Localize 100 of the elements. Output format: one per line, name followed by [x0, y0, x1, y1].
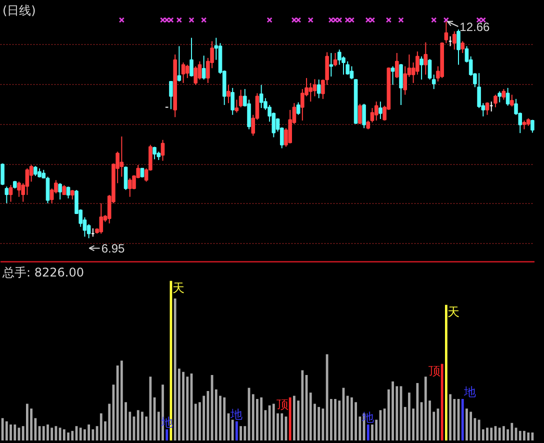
bar	[440, 364, 444, 440]
bar	[214, 389, 218, 440]
candlestick	[46, 176, 50, 204]
candlestick	[169, 80, 173, 110]
candlestick	[312, 78, 317, 97]
bar	[392, 381, 394, 440]
bar	[338, 400, 341, 440]
bar	[120, 360, 123, 440]
bar	[88, 424, 90, 440]
bar	[272, 404, 275, 440]
candlestick	[424, 42, 428, 76]
candlestick	[186, 64, 190, 79]
bar	[366, 424, 370, 440]
candlestick	[62, 184, 66, 196]
candlestick	[99, 202, 104, 234]
bar	[309, 392, 312, 440]
bar	[50, 428, 54, 440]
bar	[62, 429, 66, 440]
candlestick	[460, 40, 465, 54]
candlestick	[86, 224, 91, 239]
bar	[288, 397, 292, 440]
candlestick	[152, 146, 156, 160]
candlestick	[230, 87, 234, 116]
bar	[136, 410, 140, 440]
candlestick	[140, 168, 144, 178]
bar	[182, 372, 184, 440]
candlestick	[198, 60, 202, 80]
bar	[10, 424, 12, 440]
candlestick	[510, 94, 514, 108]
bar	[518, 430, 522, 440]
candlestick	[160, 139, 165, 162]
bar	[527, 432, 530, 440]
candlestick	[346, 60, 350, 76]
bar	[166, 429, 168, 440]
bar	[67, 432, 70, 440]
candlestick	[70, 190, 74, 200]
bar	[108, 404, 111, 440]
bar	[470, 412, 472, 440]
bar	[466, 408, 468, 440]
bar	[46, 424, 49, 440]
bar	[375, 420, 378, 440]
bar	[416, 383, 419, 440]
bar	[42, 426, 45, 440]
candlestick	[350, 66, 354, 80]
chart-title: 总手: 8226.00	[2, 266, 84, 280]
candlestick	[374, 101, 378, 122]
bar	[346, 396, 349, 440]
candlestick	[456, 28, 460, 66]
bar	[350, 397, 353, 440]
bar	[408, 392, 410, 440]
bar	[5, 421, 8, 440]
bar	[293, 396, 296, 440]
candlestick	[202, 55, 206, 80]
candlestick	[29, 164, 34, 182]
bar	[424, 376, 427, 440]
candlestick	[420, 56, 424, 80]
bar	[244, 426, 246, 440]
candlestick	[494, 94, 498, 108]
candlestick	[38, 168, 42, 178]
candlestick	[485, 102, 490, 116]
candlestick	[226, 84, 230, 104]
bar	[326, 354, 328, 440]
bar	[26, 404, 28, 440]
candlestick	[66, 186, 70, 199]
bar	[444, 304, 448, 440]
bar	[79, 428, 82, 440]
bar	[498, 428, 501, 440]
candlestick	[316, 79, 321, 99]
candlestick	[452, 30, 456, 50]
bar	[260, 397, 263, 440]
candlestick	[390, 66, 395, 86]
bar	[280, 413, 284, 440]
candlestick	[34, 166, 38, 176]
bar	[100, 413, 102, 440]
bar	[482, 429, 484, 440]
candlestick	[128, 178, 132, 198]
candlestick	[58, 182, 62, 200]
candlestick	[8, 184, 13, 202]
bar	[206, 391, 210, 440]
candlestick	[506, 87, 510, 106]
bar	[318, 406, 320, 440]
candlestick	[25, 168, 30, 196]
text: 地	[230, 407, 243, 422]
bar	[301, 370, 304, 440]
candlestick	[378, 101, 382, 120]
bar	[523, 430, 526, 440]
candlestick	[194, 66, 198, 86]
bar	[231, 420, 234, 440]
candlestick	[296, 102, 300, 116]
candlestick	[181, 62, 186, 84]
text: 天	[172, 280, 184, 295]
annotation: 12.66	[460, 20, 490, 34]
bar	[174, 298, 176, 440]
bar	[449, 394, 452, 440]
chart-title: (日线)	[2, 4, 36, 18]
candlestick	[308, 82, 313, 102]
bar	[461, 398, 464, 440]
candlestick	[234, 99, 239, 114]
bar	[252, 394, 254, 440]
text: 顶	[428, 364, 441, 378]
